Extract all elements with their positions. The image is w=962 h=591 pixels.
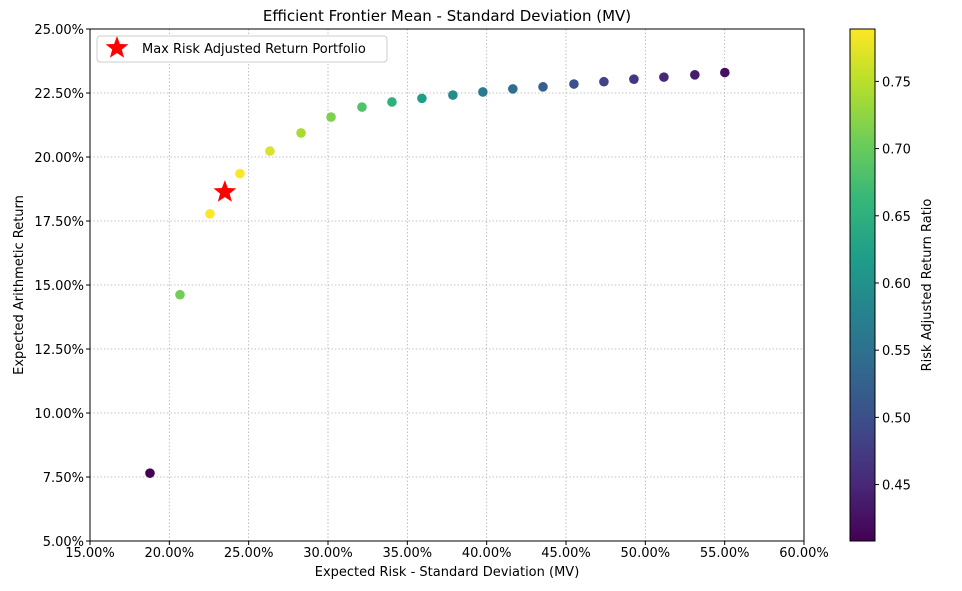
max-risk-adjusted-point — [213, 180, 237, 202]
frontier-point — [569, 79, 579, 89]
x-tick-label: 45.00% — [541, 546, 591, 561]
chart-title: Efficient Frontier Mean - Standard Devia… — [263, 7, 631, 25]
frontier-point — [508, 84, 518, 94]
legend: Max Risk Adjusted Return Portfolio — [96, 35, 388, 63]
x-axis-label: Expected Risk - Standard Deviation (MV) — [315, 565, 580, 580]
frontier-point — [387, 97, 397, 107]
legend-star-icon — [105, 36, 129, 58]
frontier-point — [538, 82, 548, 92]
frontier-point — [629, 74, 639, 84]
x-tick-label: 60.00% — [779, 546, 829, 561]
x-axis-ticks: 15.00% 20.00% 25.00% 30.00% 35.00% 40.00% 45.0… — [65, 541, 829, 561]
colorbar-tick-label: 0.50 — [882, 411, 911, 426]
frontier-point — [659, 72, 669, 82]
frontier-points — [145, 67, 730, 478]
y-tick-label: 10.00% — [34, 407, 84, 422]
x-tick-label: 20.00% — [145, 546, 195, 561]
frontier-point — [690, 70, 700, 80]
x-tick-label: 50.00% — [621, 546, 671, 561]
colorbar-label: Risk Adjusted Return Ratio — [920, 199, 935, 372]
grid — [89, 28, 805, 542]
y-tick-label: 25.00% — [34, 23, 84, 38]
colorbar-tick-label: 0.55 — [882, 344, 911, 359]
y-tick-label: 7.50% — [43, 471, 84, 486]
y-axis-ticks: 5.00% 7.50% 10.00% 12.50% 15.00% 17.50% 20.00%… — [34, 23, 90, 550]
y-tick-label: 12.50% — [34, 343, 84, 358]
frontier-point — [205, 209, 215, 219]
colorbar-tick-label: 0.60 — [882, 277, 911, 292]
frontier-point — [478, 87, 488, 97]
y-axis-label: Expected Arithmetic Return — [12, 195, 27, 375]
colorbar-ticks: 0.45 0.50 0.55 0.60 0.65 0.70 0.75 — [875, 75, 911, 494]
legend-label: Max Risk Adjusted Return Portfolio — [142, 42, 366, 57]
x-tick-label: 55.00% — [700, 546, 750, 561]
colorbar-tick-label: 0.45 — [882, 479, 911, 494]
frontier-point — [265, 146, 275, 156]
max-risk-adjusted-star — [213, 180, 237, 202]
frontier-point — [175, 289, 185, 300]
frontier-point — [599, 76, 609, 87]
colorbar — [849, 28, 876, 542]
colorbar-tick-label: 0.75 — [882, 75, 911, 90]
x-tick-label: 15.00% — [65, 546, 115, 561]
x-tick-label: 25.00% — [224, 546, 274, 561]
colorbar-tick-label: 0.70 — [882, 143, 911, 158]
frontier-point — [357, 102, 367, 112]
y-tick-label: 20.00% — [34, 151, 84, 166]
frontier-point — [720, 67, 730, 78]
y-tick-label: 22.50% — [34, 87, 84, 102]
frontier-point — [235, 168, 245, 179]
colorbar-tick-label: 0.65 — [882, 210, 911, 225]
legend-box — [96, 35, 388, 63]
x-tick-label: 35.00% — [383, 546, 433, 561]
frontier-point — [326, 112, 336, 122]
x-tick-label: 40.00% — [462, 546, 512, 561]
plot-frame — [89, 28, 805, 542]
y-tick-label: 5.00% — [43, 535, 84, 550]
frontier-point — [448, 90, 458, 100]
y-tick-label: 15.00% — [34, 279, 84, 294]
frontier-point — [296, 128, 306, 138]
y-tick-label: 17.50% — [34, 215, 84, 230]
frontier-point — [417, 93, 427, 104]
frontier-point — [145, 468, 155, 478]
x-tick-label: 30.00% — [303, 546, 353, 561]
